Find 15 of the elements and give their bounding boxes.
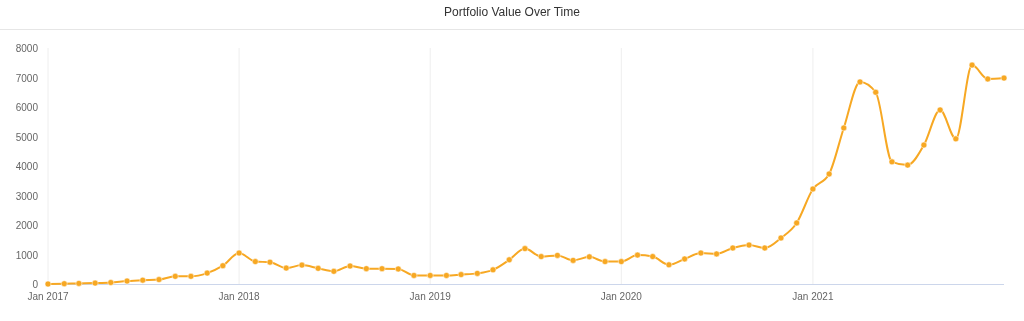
y-tick-label: 1000 <box>15 249 39 261</box>
x-tick-label: Jan 2019 <box>409 291 452 302</box>
y-tick-label: 0 <box>32 279 39 290</box>
x-tick-label: Jan 2020 <box>600 291 643 302</box>
y-tick-label: 4000 <box>15 161 39 172</box>
y-tick-label: 6000 <box>15 102 39 113</box>
y-tick-label: 2000 <box>15 220 39 231</box>
x-tick-label: Jan 2018 <box>218 291 261 302</box>
y-tick-label: 3000 <box>15 190 39 202</box>
x-tick-label: Jan 2017 <box>27 291 70 302</box>
y-tick-label: 8000 <box>15 43 39 54</box>
y-tick-label: 5000 <box>15 131 39 143</box>
chart-title: Portfolio Value Over Time <box>444 5 581 19</box>
x-tick-label: Jan 2021 <box>792 291 834 302</box>
y-tick-label: 7000 <box>15 72 39 84</box>
